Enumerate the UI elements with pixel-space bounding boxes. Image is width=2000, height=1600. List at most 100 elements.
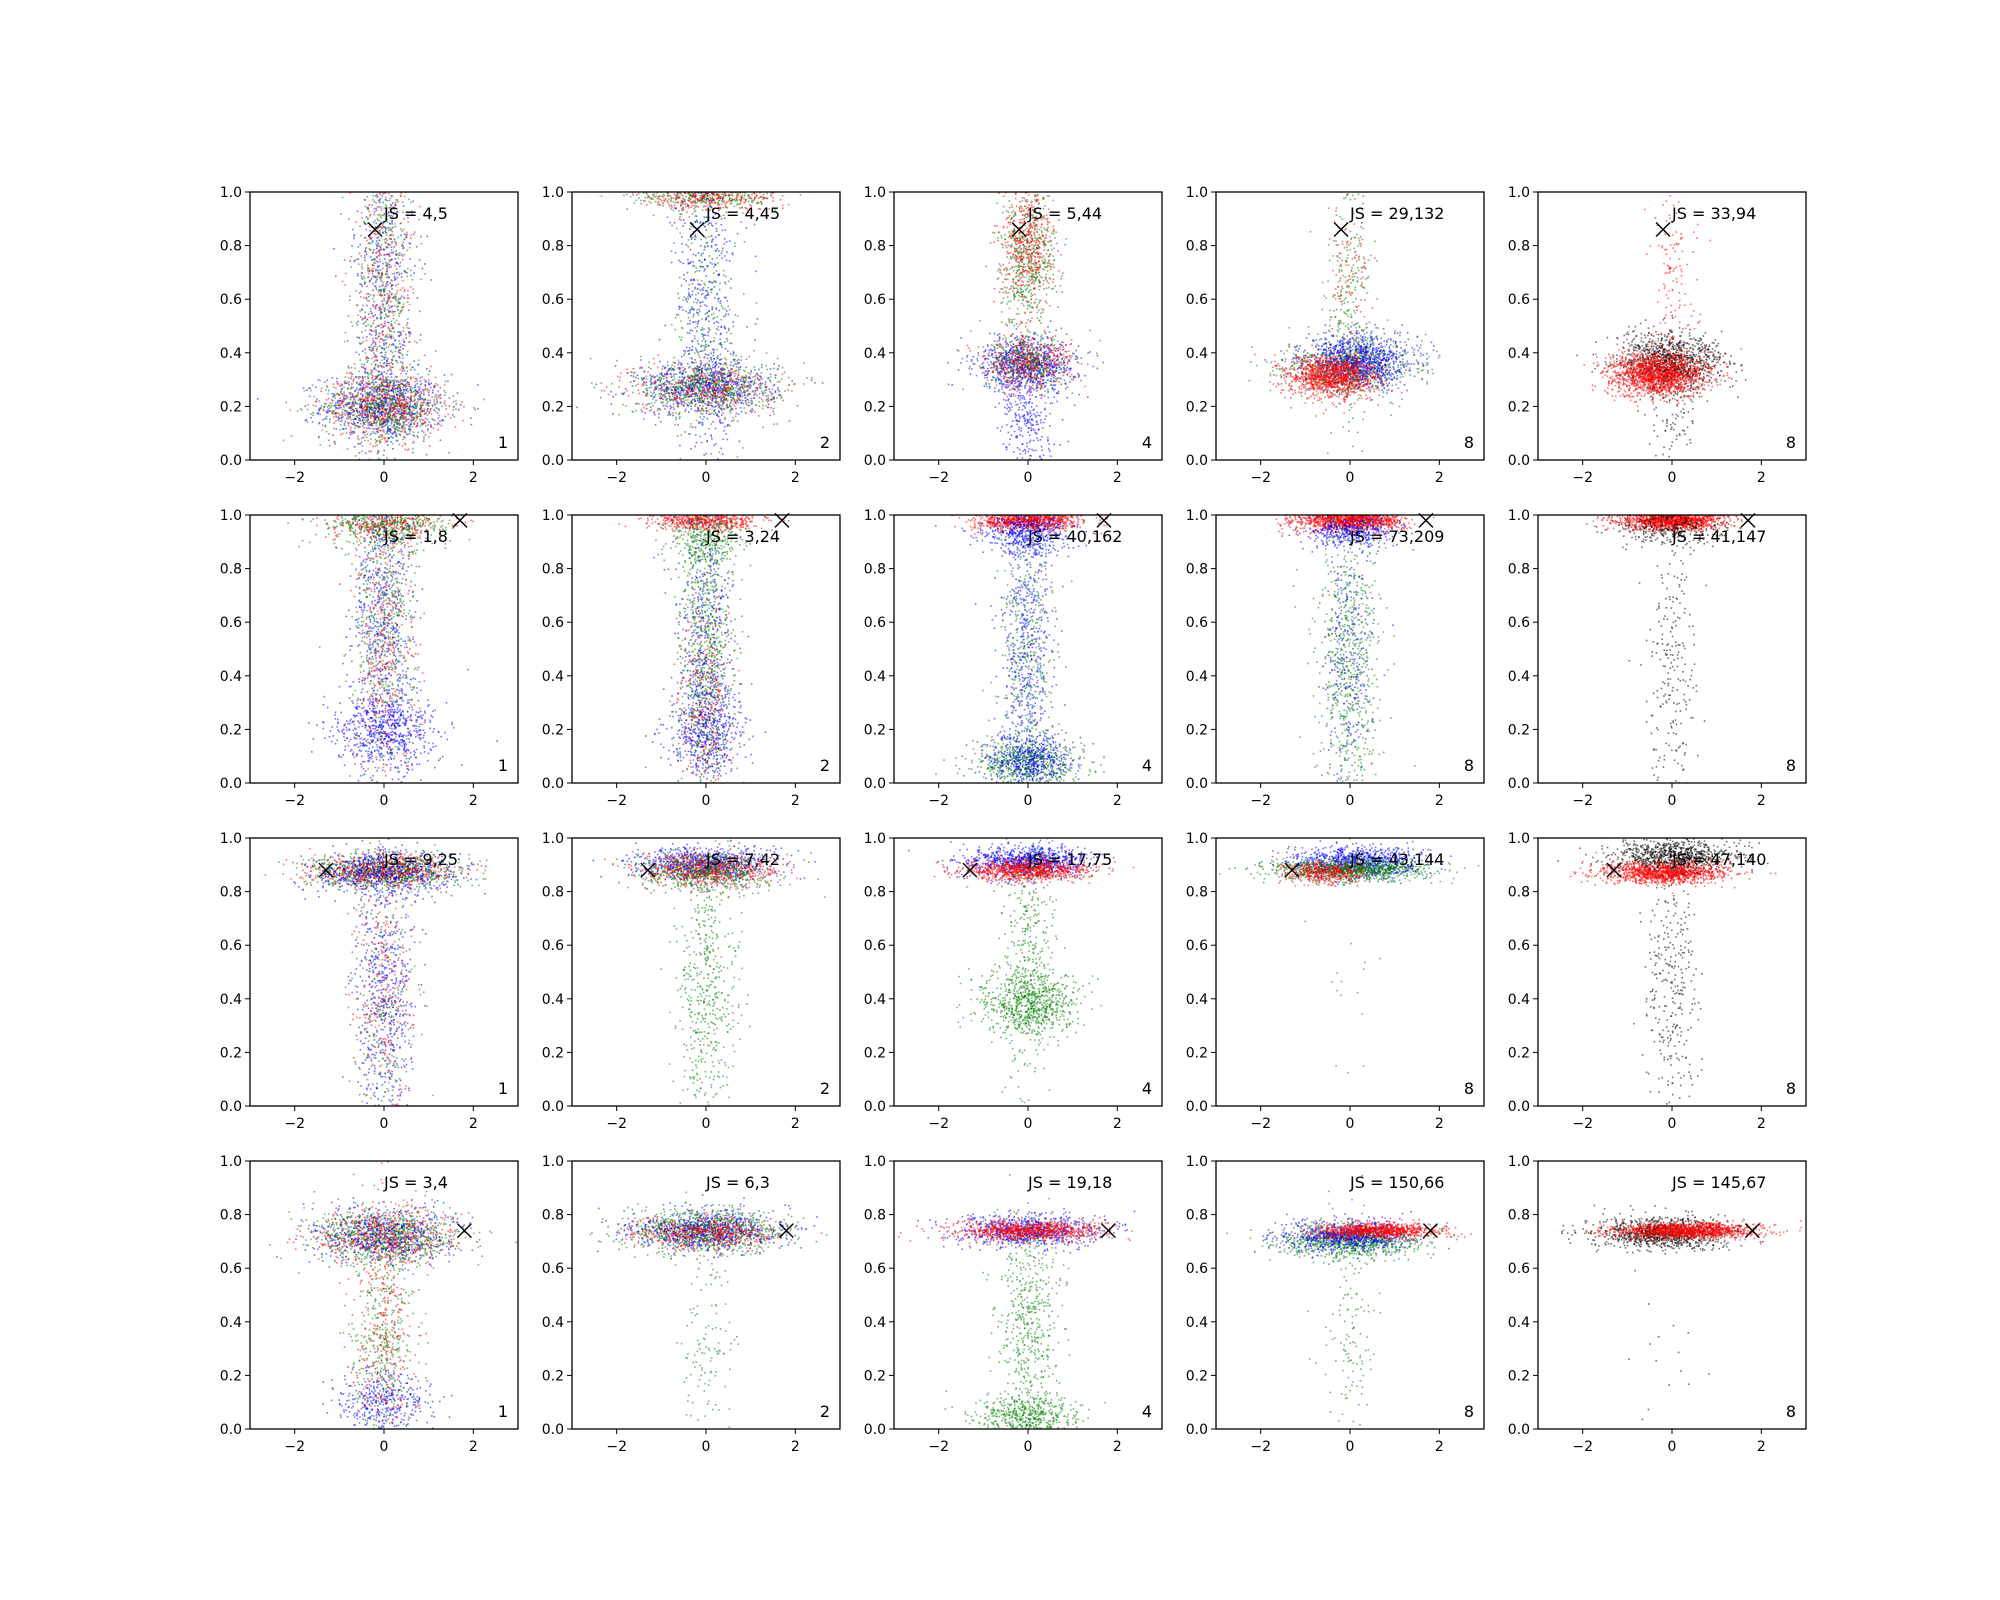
point — [670, 399, 672, 401]
point — [430, 382, 432, 385]
point — [360, 441, 363, 443]
point — [401, 361, 404, 364]
point — [357, 274, 359, 277]
point — [421, 376, 424, 378]
point — [736, 399, 738, 402]
point — [359, 418, 361, 421]
point — [410, 406, 413, 408]
point — [416, 425, 419, 427]
point — [765, 395, 768, 397]
point — [406, 322, 409, 324]
point — [340, 433, 342, 436]
point — [316, 398, 318, 400]
point — [769, 368, 772, 370]
point — [432, 419, 435, 421]
point — [386, 403, 389, 405]
point — [705, 391, 708, 394]
point — [366, 264, 369, 267]
point — [394, 345, 397, 348]
point — [388, 214, 390, 217]
point — [375, 377, 377, 380]
point — [403, 247, 405, 249]
point — [396, 425, 399, 428]
point — [749, 373, 752, 375]
point — [698, 390, 701, 393]
point — [721, 390, 723, 393]
point — [703, 391, 706, 394]
point — [380, 254, 383, 256]
point — [381, 404, 383, 406]
point — [595, 383, 597, 386]
point — [667, 388, 669, 391]
point — [366, 397, 368, 400]
point — [661, 402, 664, 404]
point — [392, 327, 395, 330]
point — [410, 423, 412, 425]
point — [392, 226, 394, 229]
point — [389, 395, 392, 397]
point — [395, 300, 398, 302]
point — [320, 407, 322, 410]
point — [392, 418, 394, 420]
point — [363, 256, 366, 259]
point — [385, 196, 387, 199]
point — [359, 343, 362, 345]
point — [386, 239, 388, 242]
point — [735, 412, 738, 415]
point — [721, 366, 724, 369]
point — [432, 427, 435, 430]
point — [614, 365, 617, 367]
point — [384, 409, 386, 411]
point — [369, 413, 371, 415]
point — [380, 371, 383, 374]
point — [327, 397, 330, 400]
point — [392, 390, 394, 392]
point — [780, 397, 782, 399]
point — [364, 416, 367, 419]
point — [398, 384, 401, 387]
point — [374, 354, 377, 356]
point — [384, 386, 387, 388]
point — [350, 255, 353, 258]
point — [386, 440, 389, 442]
point — [419, 394, 421, 396]
point — [350, 431, 353, 433]
point — [364, 439, 366, 442]
point — [400, 393, 402, 395]
point — [381, 244, 383, 246]
point — [737, 394, 739, 396]
point — [418, 389, 420, 392]
point — [397, 309, 399, 311]
point — [393, 246, 396, 248]
point — [378, 251, 381, 254]
point — [335, 415, 337, 417]
point — [387, 397, 390, 400]
point — [380, 294, 382, 297]
point — [414, 386, 416, 388]
point — [725, 381, 728, 383]
point — [372, 401, 374, 404]
point — [374, 326, 377, 329]
point — [706, 357, 709, 360]
point — [372, 412, 375, 415]
point — [439, 420, 441, 422]
point — [369, 434, 371, 436]
point — [361, 416, 363, 418]
point — [409, 237, 412, 240]
point — [660, 372, 663, 375]
point — [391, 426, 393, 428]
point — [364, 368, 367, 371]
point — [391, 344, 393, 346]
point — [390, 195, 392, 197]
point — [374, 345, 376, 347]
point — [357, 438, 360, 441]
point — [340, 402, 343, 405]
point — [747, 399, 750, 401]
point — [756, 394, 758, 397]
point — [391, 386, 394, 389]
point — [372, 195, 374, 197]
point — [386, 221, 389, 223]
point — [629, 381, 632, 383]
point — [408, 409, 411, 412]
point — [749, 377, 751, 380]
